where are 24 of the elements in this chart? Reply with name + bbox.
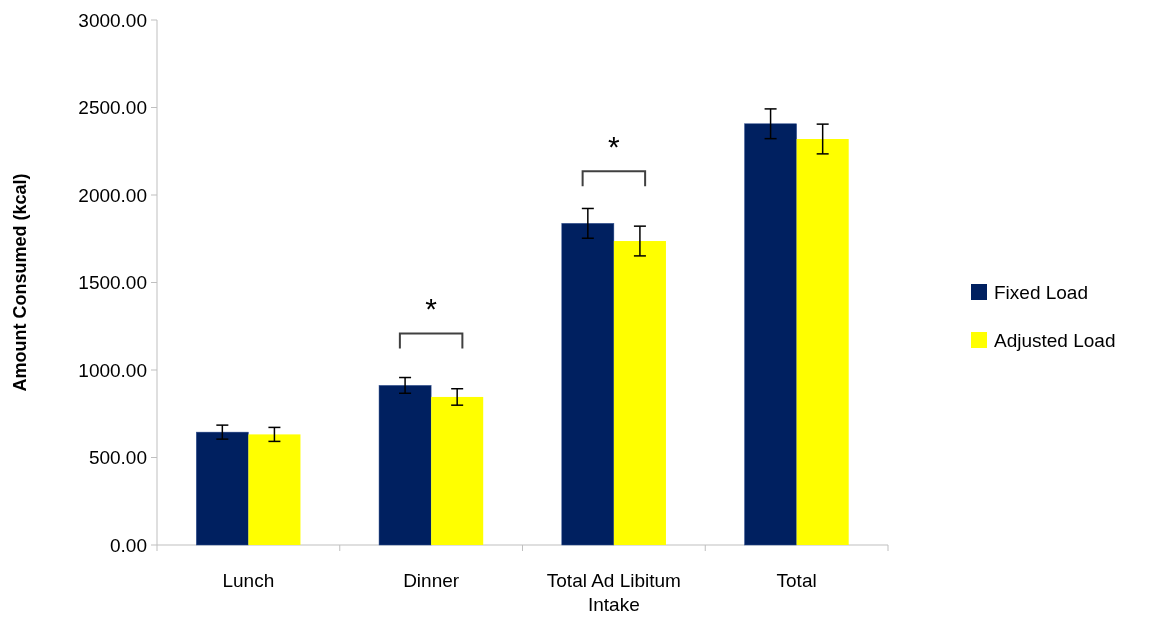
- bar: [561, 223, 615, 546]
- y-axis-title: Amount Consumed (kcal): [10, 173, 30, 392]
- x-tick-label: Total Ad Libitum Intake: [546, 570, 681, 615]
- y-tick-label: 3000.00: [78, 9, 147, 31]
- annotation: *: [608, 130, 621, 164]
- x-tick-label: Lunch: [222, 570, 275, 591]
- y-tick-label: 2000.00: [78, 184, 147, 206]
- bar: [744, 123, 797, 546]
- x-tick-label: Total: [776, 570, 817, 591]
- y-tick-label: 2500.00: [78, 97, 147, 119]
- bar: [248, 434, 301, 545]
- y-tick-label: 1000.00: [78, 359, 147, 381]
- x-tick-label: Dinner: [403, 570, 460, 591]
- y-tick-label: 1500.00: [78, 272, 147, 294]
- bar: [378, 385, 432, 546]
- y-tick-label: 500.00: [88, 447, 147, 469]
- bar: [613, 241, 666, 545]
- bar: [796, 139, 849, 545]
- y-tick-label: 0.00: [110, 534, 147, 556]
- legend-label: Fixed Load: [994, 281, 1089, 303]
- annotation: *: [425, 292, 438, 326]
- legend-label: Adjusted Load: [994, 329, 1116, 351]
- bar: [431, 396, 484, 545]
- bar: [196, 431, 249, 546]
